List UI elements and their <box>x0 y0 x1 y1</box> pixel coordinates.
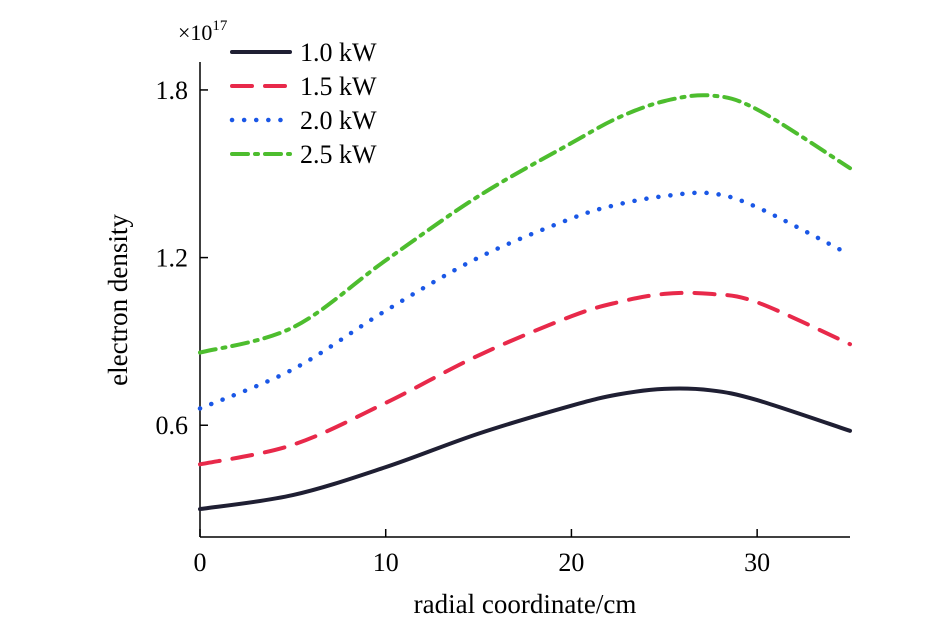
legend-label: 2.5 kW <box>300 140 377 169</box>
y-tick-label: 0.6 <box>156 411 189 440</box>
axes <box>199 62 850 538</box>
y-multiplier-base: ×10 <box>178 20 212 45</box>
legend-label: 1.5 kW <box>300 72 377 101</box>
y-multiplier: ×1017 <box>178 18 228 45</box>
x-tick-label: 30 <box>744 548 770 577</box>
legend: 1.0 kW 1.5 kW 2.0 kW 2.5 kW <box>229 38 377 169</box>
legend-label: 2.0 kW <box>300 106 377 135</box>
x-axis-label: radial coordinate/cm <box>414 589 637 619</box>
y-ticks: 0.6 1.2 1.8 <box>156 76 208 440</box>
y-multiplier-exponent: 17 <box>212 18 228 34</box>
y-tick-label: 1.2 <box>156 244 189 273</box>
x-tick-label: 0 <box>194 548 207 577</box>
y-tick-label: 1.8 <box>156 76 189 105</box>
legend-label: 1.0 kW <box>300 38 377 67</box>
series-line-4 <box>198 93 852 355</box>
y-axis-label: electron density <box>103 214 133 386</box>
x-tick-label: 10 <box>373 548 399 577</box>
series-lines <box>197 93 853 512</box>
series-line-1 <box>198 386 852 512</box>
series-line-2 <box>198 290 852 467</box>
x-tick-label: 20 <box>558 548 584 577</box>
series-line-3 <box>197 190 853 411</box>
x-ticks: 0 10 20 30 <box>194 529 770 577</box>
